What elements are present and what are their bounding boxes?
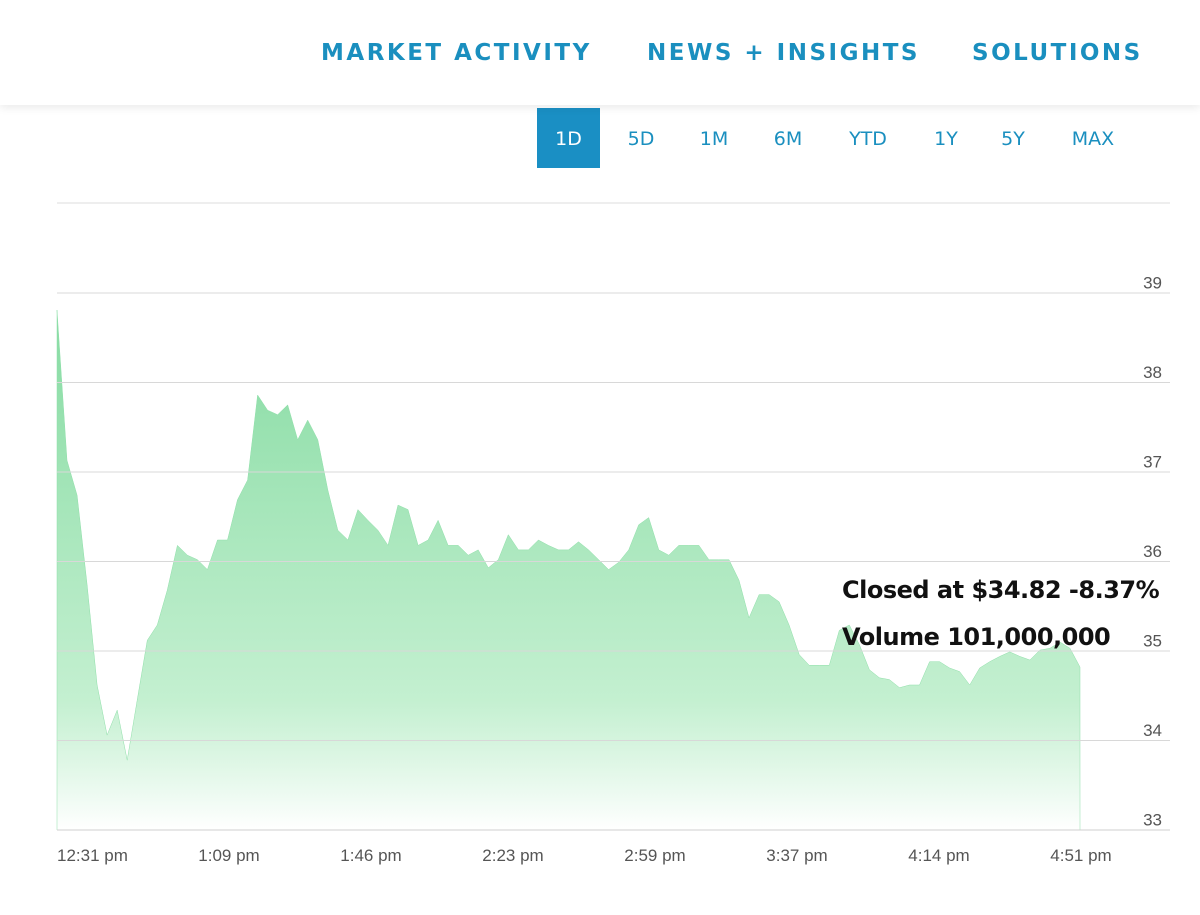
x-tick-label: 12:31 pm — [57, 846, 128, 865]
range-button[interactable]: 1M — [699, 128, 729, 150]
annotation: Volume 101,000,000 — [842, 623, 1110, 651]
x-tick-label: 3:37 pm — [766, 846, 827, 865]
range-button[interactable]: 1Y — [934, 128, 958, 150]
range-button[interactable]: 5D — [627, 128, 655, 150]
x-tick-label: 1:09 pm — [198, 846, 259, 865]
nav-link[interactable]: MARKET ACTIVITY — [321, 40, 592, 66]
header: MARKET ACTIVITY NEWS + INSIGHTS SOLUTIONS — [0, 0, 1200, 105]
range-button[interactable]: 6M — [773, 128, 803, 150]
y-tick-label: 33 — [1143, 810, 1162, 829]
range-button[interactable]: MAX — [1071, 128, 1115, 150]
x-tick-label: 2:59 pm — [624, 846, 685, 865]
range-button[interactable]: 1D — [537, 108, 600, 168]
range-button[interactable]: 5Y — [1001, 128, 1025, 150]
range-button[interactable]: YTD — [849, 128, 887, 150]
x-tick-label: 1:46 pm — [340, 846, 401, 865]
y-tick-label: 35 — [1143, 631, 1162, 650]
x-tick-label: 4:14 pm — [908, 846, 969, 865]
y-tick-label: 36 — [1143, 542, 1162, 561]
y-tick-label: 39 — [1143, 273, 1162, 292]
nav-link[interactable]: NEWS + INSIGHTS — [647, 40, 920, 66]
price-area — [56, 309, 1081, 831]
y-tick-label: 34 — [1143, 721, 1162, 740]
nav-link[interactable]: SOLUTIONS — [972, 40, 1143, 66]
y-tick-label: 37 — [1143, 452, 1162, 471]
y-tick-label: 38 — [1143, 363, 1162, 382]
x-tick-label: 4:51 pm — [1050, 846, 1111, 865]
x-tick-label: 2:23 pm — [482, 846, 543, 865]
annotation: Closed at $34.82 -8.37% — [842, 576, 1160, 604]
